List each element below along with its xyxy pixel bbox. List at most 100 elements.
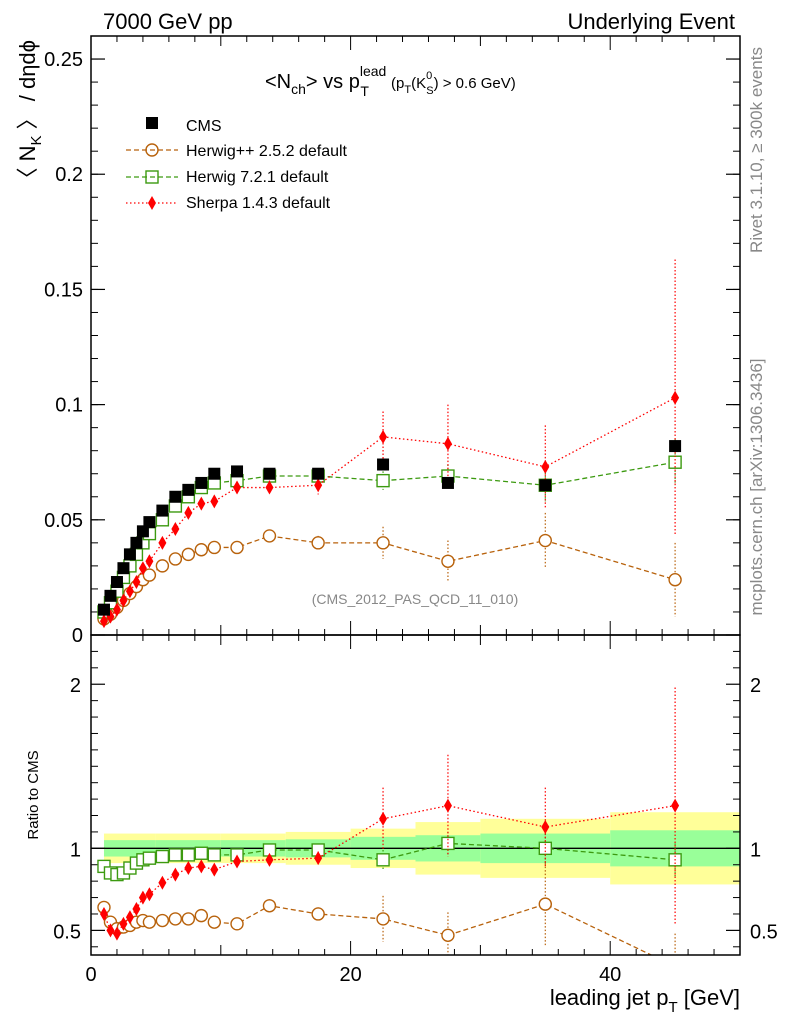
ratio-series-layer [97, 687, 682, 955]
legend-marker-herwigpp [145, 143, 159, 157]
title-part-b-sup: lead [360, 63, 386, 79]
main-y-tick-label: 0.25 [44, 49, 83, 71]
data-point [119, 593, 128, 608]
data-point [207, 540, 222, 555]
data-point [207, 915, 222, 929]
data-point [194, 908, 209, 923]
data-point [194, 543, 209, 557]
data-point [142, 915, 157, 929]
main-y-tick-label: 0.15 [44, 279, 83, 301]
series-line-sherpa-1-4-3-default [103, 805, 676, 935]
data-point [138, 890, 147, 905]
xlabel-part-a: leading jet p [550, 985, 669, 1010]
header-right: Underlying Event [567, 9, 735, 34]
analysis-watermark: (CMS_2012_PAS_QCD_11_010) [312, 591, 519, 607]
data-point [441, 554, 455, 568]
data-point [314, 478, 323, 493]
xlabel-part-a-sub: T [668, 999, 677, 1016]
data-point [136, 525, 149, 538]
data-point [125, 910, 134, 925]
legend-label-sherpa: Sherpa 1.4.3 default [186, 195, 331, 212]
data-point [142, 568, 157, 582]
xlabel-part-b: [GeV] [678, 985, 740, 1010]
data-point [99, 614, 108, 629]
title-part-d: (K [411, 75, 426, 92]
data-point [263, 467, 276, 480]
main-y-tick-label: 0 [72, 625, 83, 647]
main-series-layer [97, 259, 682, 629]
data-point [443, 798, 452, 813]
series-sherpa-1-4-3-default [99, 259, 680, 629]
data-point [158, 875, 167, 890]
legend-label-cms: CMS [186, 118, 222, 135]
ylabel-part-a-sub: K [28, 135, 45, 145]
data-point [132, 902, 141, 917]
data-point [169, 490, 182, 503]
main-y-axis-label: 〈 NK 〉 / dηdϕ [15, 40, 45, 190]
data-point [171, 522, 180, 537]
legend-marker-herwig7 [145, 170, 159, 184]
data-point [181, 848, 196, 862]
data-point [197, 859, 206, 874]
x-axis-label: leading jet pT [GeV] [550, 985, 740, 1016]
title-part-a: <N [265, 71, 291, 93]
data-point [194, 846, 209, 860]
data-point [210, 862, 219, 877]
data-point [168, 912, 183, 926]
data-point [132, 575, 141, 590]
data-point [182, 483, 195, 496]
data-point [538, 897, 552, 911]
data-point [181, 547, 196, 562]
title-part-b: > vs p [306, 71, 360, 93]
legend-marker-sherpa [148, 196, 156, 210]
data-point [265, 852, 274, 867]
title-part-b-sub: T [360, 83, 369, 99]
data-point [312, 467, 325, 480]
data-point [376, 536, 390, 550]
data-point [671, 798, 680, 813]
data-point [195, 476, 208, 489]
data-point [262, 529, 277, 543]
data-point [379, 811, 388, 826]
data-point [314, 851, 323, 866]
data-point [441, 928, 455, 943]
data-point [130, 536, 143, 549]
data-point [119, 916, 128, 931]
data-point [668, 573, 682, 587]
data-point [230, 917, 244, 931]
data-point [123, 548, 136, 561]
data-point [99, 906, 108, 921]
data-point [441, 476, 454, 489]
main-y-tick-label: 0.1 [55, 395, 83, 417]
data-point [104, 589, 117, 602]
data-point [669, 440, 682, 453]
data-point [376, 912, 390, 926]
header-left: 7000 GeV pp [103, 9, 233, 34]
data-point [265, 480, 274, 495]
title-part-c: (p [387, 75, 405, 92]
data-point [230, 540, 244, 555]
x-tick-label: 40 [599, 964, 621, 986]
mcplots-label: mcplots.cern.ch [arXiv:1306.3436] [747, 358, 766, 615]
title-part-d-sub: S [426, 85, 433, 97]
data-point [538, 533, 552, 548]
ratio-plot-frame [90, 634, 741, 956]
ylabel-part-a: 〈 N [15, 146, 40, 190]
title-part-c-sub: T [404, 84, 411, 96]
ratio-y-tick-label-left: 2 [70, 675, 81, 697]
data-point [168, 848, 183, 862]
data-point [171, 867, 180, 882]
data-point [156, 504, 169, 517]
data-point [155, 849, 170, 864]
data-point [97, 603, 110, 616]
title-part-d-sup: 0 [426, 70, 432, 82]
data-point [208, 467, 221, 480]
data-point [311, 536, 325, 550]
legend-marker-cms [146, 117, 158, 129]
data-point [158, 535, 167, 550]
legend-label-herwig7: Herwig 7.2.1 default [186, 169, 329, 186]
ratio-axis-ticks: 0.5 0.51 12 20 20 40 [53, 635, 778, 986]
data-point [112, 602, 121, 617]
title-part-a-sub: ch [291, 81, 306, 97]
